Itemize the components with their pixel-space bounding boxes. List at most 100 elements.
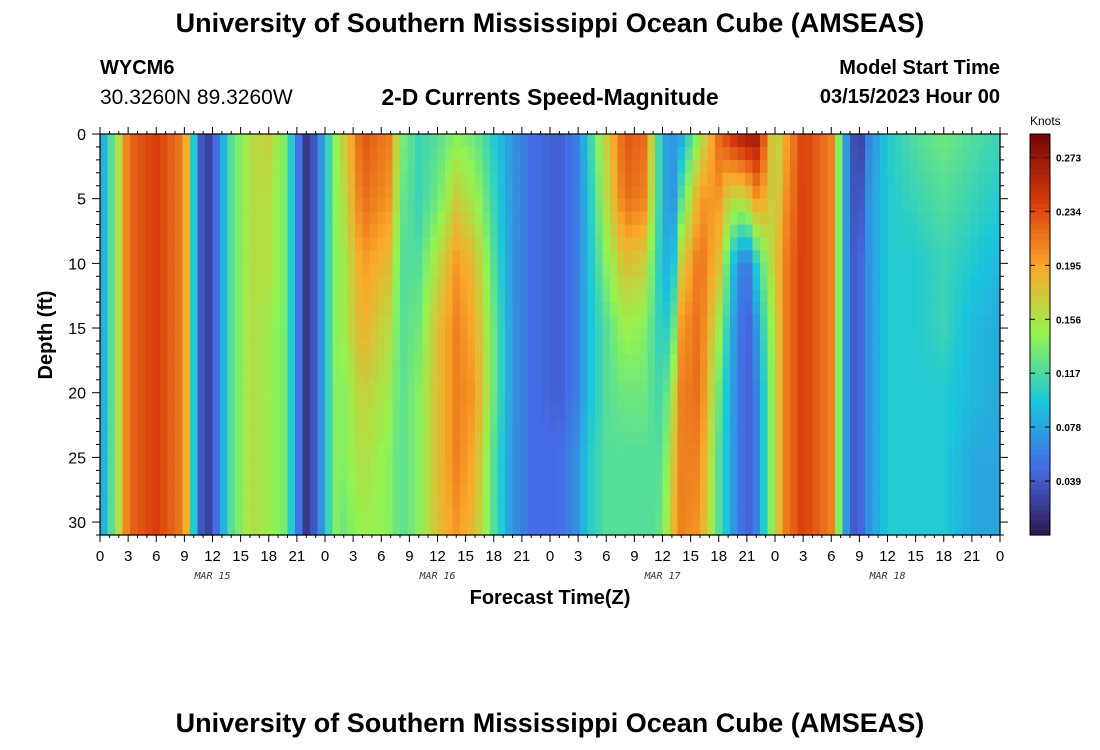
heatmap-cell (745, 315, 754, 329)
heatmap-cell (212, 263, 221, 277)
heatmap-cell (625, 353, 634, 368)
heatmap-cell (467, 379, 476, 394)
heatmap-cell (647, 483, 656, 497)
heatmap-cell (167, 198, 176, 213)
heatmap-cell (332, 496, 341, 510)
heatmap-cell (182, 509, 191, 523)
heatmap-cell (805, 211, 814, 226)
heatmap-cell (812, 276, 821, 290)
heatmap-cell (505, 263, 514, 277)
heatmap-cell (640, 328, 649, 342)
x-tick-label: 18 (935, 548, 952, 565)
heatmap-cell (302, 379, 311, 394)
heatmap-cell (452, 159, 461, 174)
heatmap-cell (505, 366, 514, 381)
heatmap-cell (302, 328, 311, 342)
heatmap-cell (565, 302, 574, 316)
heatmap-cell (400, 509, 409, 523)
heatmap-cell (242, 496, 251, 510)
heatmap-cell (655, 250, 664, 264)
heatmap-cell (947, 224, 956, 239)
heatmap-cell (977, 276, 986, 290)
heatmap-cell (760, 483, 769, 497)
heatmap-cell (752, 470, 761, 484)
heatmap-cell (647, 237, 656, 252)
heatmap-cell (670, 509, 679, 523)
heatmap-cell (160, 250, 169, 264)
heatmap-cell (925, 522, 934, 536)
heatmap-cell (752, 431, 761, 446)
heatmap-cell (685, 353, 694, 368)
heatmap-cell (340, 185, 349, 200)
heatmap-cell (722, 444, 731, 458)
heatmap-cell (647, 302, 656, 316)
heatmap-cell (640, 340, 649, 355)
heatmap-cell (910, 237, 919, 252)
heatmap-cell (655, 509, 664, 523)
heatmap-cell (557, 263, 566, 277)
heatmap-cell (520, 185, 529, 200)
heatmap-cell (482, 302, 491, 316)
heatmap-cell (827, 379, 836, 394)
heatmap-cell (872, 353, 881, 368)
heatmap-cell (910, 444, 919, 458)
heatmap-cell (970, 250, 979, 264)
heatmap-cell (782, 185, 791, 200)
heatmap-cell (280, 172, 289, 187)
heatmap-cell (880, 276, 889, 290)
heatmap-cell (302, 509, 311, 523)
heatmap-cell (460, 302, 469, 316)
heatmap-cell (175, 146, 184, 161)
heatmap-cell (130, 237, 139, 252)
heatmap-cell (880, 302, 889, 316)
heatmap-cell (805, 185, 814, 200)
heatmap-cell (632, 496, 641, 510)
heatmap-cell (842, 198, 851, 213)
heatmap-cell (782, 366, 791, 381)
heatmap-cell (910, 379, 919, 394)
heatmap-cell (355, 509, 364, 523)
date-label: MAR 15 (193, 571, 230, 582)
heatmap-cell (610, 392, 619, 407)
heatmap-cell (392, 185, 401, 200)
heatmap-cell (197, 483, 206, 497)
heatmap-cell (452, 340, 461, 355)
heatmap-cell (610, 146, 619, 161)
x-tick-label: 12 (879, 548, 896, 565)
heatmap-cell (542, 198, 551, 213)
heatmap-cell (610, 315, 619, 329)
heatmap-cell (737, 185, 746, 200)
heatmap-cell (880, 263, 889, 277)
heatmap-cell (797, 211, 806, 226)
heatmap-cell (902, 405, 911, 420)
heatmap-cell (370, 172, 379, 187)
heatmap-cell (625, 250, 634, 264)
heatmap-cell (760, 496, 769, 510)
heatmap-cell (347, 302, 356, 316)
heatmap-cell (730, 496, 739, 510)
heatmap-cell (872, 522, 881, 536)
heatmap-cell (752, 276, 761, 290)
heatmap-cell (370, 302, 379, 316)
heatmap-cell (730, 418, 739, 433)
heatmap-cell (835, 289, 844, 303)
heatmap-cell (392, 159, 401, 174)
heatmap-cell (160, 353, 169, 368)
heatmap-cell (257, 366, 266, 381)
heatmap-cell (122, 509, 131, 523)
heatmap-cell (895, 302, 904, 316)
colorbar-band (1030, 254, 1050, 260)
heatmap-cell (827, 159, 836, 174)
heatmap-cell (520, 444, 529, 458)
heatmap-cell (512, 276, 521, 290)
heatmap-cell (655, 328, 664, 342)
heatmap-cell (932, 496, 941, 510)
heatmap-cell (752, 134, 761, 148)
heatmap-cell (940, 159, 949, 174)
heatmap-cell (782, 172, 791, 187)
heatmap-cell (685, 405, 694, 420)
heatmap-cell (955, 405, 964, 420)
heatmap-cell (467, 366, 476, 381)
heatmap-cell (385, 315, 394, 329)
heatmap-cell (850, 340, 859, 355)
